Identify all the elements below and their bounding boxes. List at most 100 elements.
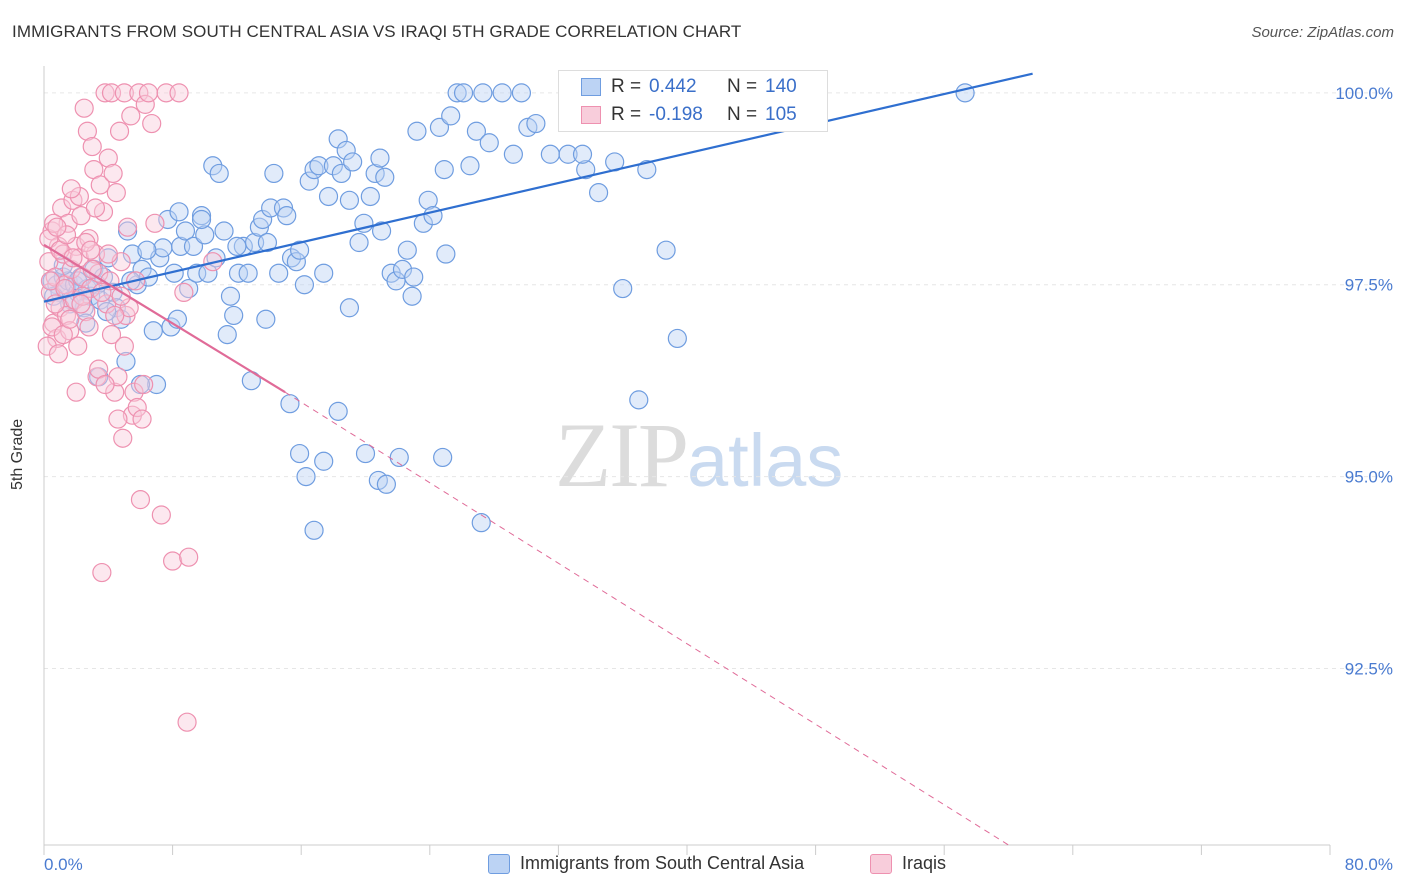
point-immigrants xyxy=(402,286,422,306)
point-immigrants xyxy=(511,83,532,103)
point-immigrants xyxy=(339,298,360,318)
point-immigrants xyxy=(256,309,276,329)
point-immigrants xyxy=(220,286,241,306)
legend-label: Immigrants from South Central Asia xyxy=(520,853,805,873)
stats-swatch-pink xyxy=(581,106,601,124)
trend-line-iraqis xyxy=(43,243,286,394)
legend: Immigrants from South Central Asia Iraqi… xyxy=(0,852,1406,878)
point-iraqis xyxy=(169,83,189,103)
point-iraqis xyxy=(47,217,67,237)
point-immigrants xyxy=(175,221,196,241)
point-immigrants xyxy=(191,209,212,230)
point-immigrants xyxy=(540,144,560,164)
point-immigrants xyxy=(273,198,294,218)
point-immigrants xyxy=(277,206,297,226)
stats-n-value: 140 xyxy=(765,76,797,97)
point-immigrants xyxy=(253,209,273,230)
trend-line-immigrants xyxy=(43,72,1033,303)
point-immigrants xyxy=(370,148,390,168)
point-iraqis xyxy=(66,382,86,402)
point-iraqis xyxy=(82,136,102,157)
x-tick-label: 80.0% xyxy=(1345,855,1393,874)
point-immigrants xyxy=(227,236,247,256)
tick-labels: 100.0% 97.5% 95.0% 92.5% 0.0% 80.0% xyxy=(44,84,1393,874)
point-iraqis xyxy=(129,83,149,103)
point-immigrants xyxy=(269,263,289,283)
point-immigrants xyxy=(169,202,189,222)
point-iraqis xyxy=(151,505,171,525)
point-immigrants xyxy=(637,160,657,180)
point-iraqis xyxy=(68,336,88,356)
y-tick-label: 100.0% xyxy=(1335,84,1393,103)
point-iraqis xyxy=(98,148,118,168)
stats-n-label: N = xyxy=(727,76,758,97)
point-immigrants xyxy=(473,83,493,103)
point-iraqis xyxy=(61,179,81,199)
point-immigrants xyxy=(336,140,356,161)
stats-n-label: N = xyxy=(727,104,758,125)
point-immigrants xyxy=(224,305,244,326)
y-tick-label: 95.0% xyxy=(1345,468,1393,487)
stats-r-value: -0.198 xyxy=(649,104,703,125)
point-iraqis xyxy=(117,217,138,237)
point-iraqis xyxy=(105,382,125,402)
point-iraqis xyxy=(142,113,162,134)
point-iraqis xyxy=(114,336,134,356)
point-immigrants xyxy=(447,83,467,103)
y-axis-title: 5th Grade xyxy=(9,418,26,490)
point-immigrants xyxy=(656,240,676,260)
point-immigrants xyxy=(296,467,316,487)
point-immigrants xyxy=(418,190,438,210)
point-immigrants xyxy=(228,263,249,283)
point-immigrants xyxy=(343,152,363,172)
point-immigrants xyxy=(122,244,143,264)
point-iraqis xyxy=(127,397,147,418)
legend-label: Iraqis xyxy=(902,853,947,873)
point-iraqis xyxy=(95,83,115,103)
point-iraqis xyxy=(134,374,154,395)
legend-swatch-blue xyxy=(488,854,510,874)
point-iraqis xyxy=(124,382,144,402)
point-immigrants xyxy=(314,263,334,283)
legend-swatch-pink xyxy=(870,854,892,874)
point-iraqis xyxy=(132,409,152,429)
point-iraqis xyxy=(90,175,110,195)
point-iraqis xyxy=(98,244,118,264)
point-immigrants xyxy=(143,321,163,341)
stats-row-pink: R = -0.198 N = 105 xyxy=(559,101,827,129)
point-immigrants xyxy=(436,244,456,264)
point-immigrants xyxy=(471,513,491,533)
point-immigrants xyxy=(318,186,339,207)
stats-n-value: 105 xyxy=(765,104,797,125)
point-immigrants xyxy=(404,267,424,287)
point-immigrants xyxy=(286,252,306,272)
watermark: ZIPatlas xyxy=(555,402,843,508)
point-immigrants xyxy=(407,121,427,141)
point-immigrants xyxy=(434,160,454,180)
point-immigrants xyxy=(479,133,499,153)
trend-line-iraqis-extension xyxy=(284,391,1009,846)
point-immigrants xyxy=(116,351,136,372)
point-iraqis xyxy=(113,428,133,448)
point-immigrants xyxy=(441,106,461,126)
point-immigrants xyxy=(294,275,315,295)
point-immigrants xyxy=(629,390,649,410)
stats-row-blue: R = 0.442 N = 140 xyxy=(559,73,827,101)
point-iraqis xyxy=(74,98,94,118)
point-iraqis xyxy=(105,305,125,326)
point-immigrants xyxy=(153,238,173,258)
x-tick-label: 0.0% xyxy=(44,855,83,874)
point-immigrants xyxy=(214,221,234,241)
trend-lines xyxy=(43,72,1033,846)
y-tick-label: 97.5% xyxy=(1345,276,1393,295)
point-immigrants xyxy=(371,221,392,241)
point-immigrants xyxy=(433,447,453,468)
point-immigrants xyxy=(588,183,609,203)
point-iraqis xyxy=(145,213,165,233)
point-immigrants xyxy=(328,401,348,421)
point-immigrants xyxy=(955,83,975,103)
stats-box: R = 0.442 N = 140 R = -0.198 N = 105 xyxy=(558,70,828,132)
point-iraqis xyxy=(60,309,80,329)
point-immigrants xyxy=(492,83,512,103)
point-iraqis xyxy=(116,305,136,326)
